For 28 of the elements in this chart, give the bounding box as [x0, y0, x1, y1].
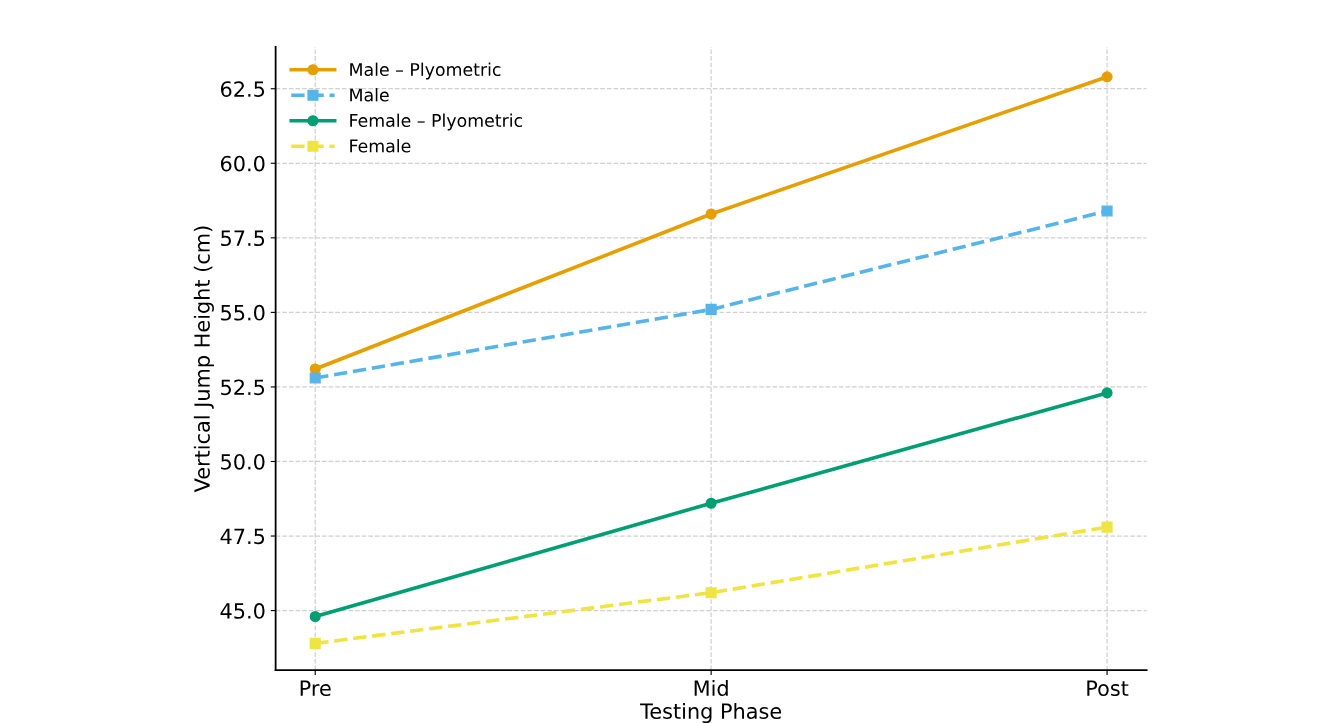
x-tick-label: Mid — [694, 679, 728, 697]
y-tick-label: 50.0 — [221, 453, 265, 470]
y-tick-label: 60.0 — [220, 155, 265, 172]
legend-label: Male — [350, 88, 389, 102]
point — [1101, 205, 1113, 217]
x-axis-title: Testing Phase — [640, 702, 782, 723]
y-tick-label: 47.5 — [220, 528, 265, 545]
y-tick-label: 45.0 — [220, 603, 265, 619]
y-tick-label: 62.5 — [220, 81, 265, 97]
legend-label: Male – Plyometric — [350, 62, 501, 80]
y-axis-title: Vertical Jump Height (cm) — [193, 226, 214, 493]
point — [309, 372, 321, 384]
legend-label: Female — [350, 139, 411, 153]
point — [705, 303, 717, 315]
legend-label: Female – Plyometric — [350, 113, 523, 131]
point — [309, 637, 321, 649]
point — [1101, 521, 1113, 533]
y-tick-label: 57.5 — [221, 230, 265, 247]
x-tick-label: Pre — [300, 680, 331, 697]
y-tick-label: 52.5 — [221, 379, 265, 396]
point — [1101, 71, 1113, 83]
y-tick-label: 55.0 — [221, 304, 265, 321]
x-tick-label: Post — [1087, 680, 1129, 697]
point — [705, 208, 717, 220]
point — [705, 587, 717, 599]
point — [705, 497, 717, 509]
point — [309, 610, 321, 623]
point — [1101, 387, 1113, 399]
